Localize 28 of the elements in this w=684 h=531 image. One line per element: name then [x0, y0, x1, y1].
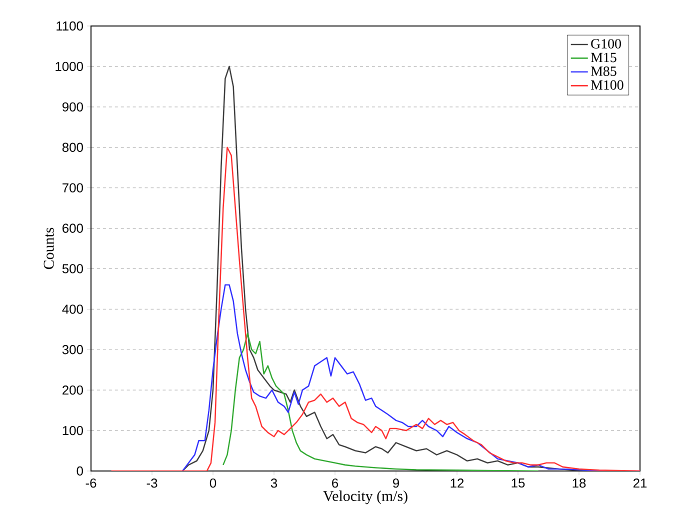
y-tick-label: 0 [76, 466, 83, 476]
y-tick-label: 600 [62, 224, 83, 233]
y-tick-label: 500 [62, 264, 83, 274]
x-tick-label: 9 [393, 478, 399, 488]
y-tick-label: 700 [62, 183, 83, 192]
y-tick-label: 800 [62, 142, 83, 152]
x-tick-label: 6 [332, 478, 338, 488]
y-tick-label: 300 [62, 345, 83, 354]
x-tick-label: 3 [270, 478, 278, 488]
x-tick-label: 21 [633, 478, 647, 488]
x-axis-title: Velocity (m/s) [323, 490, 408, 504]
legend-label: G100 [591, 39, 621, 48]
legend-label: M100 [590, 80, 624, 90]
x-tick-label: -3 [146, 478, 158, 488]
x-tick-label: -6 [86, 478, 96, 488]
x-tick-label: 0 [210, 478, 216, 488]
x-tick-label: 15 [512, 478, 525, 488]
y-tick-label: 400 [62, 304, 83, 314]
y-tick-label: 1000 [56, 62, 83, 72]
y-tick-label: 200 [62, 386, 83, 395]
x-tick-label: 18 [572, 478, 586, 488]
y-axis-title: Counts [44, 228, 54, 270]
y-tick-label: 1100 [56, 21, 83, 31]
y-tick-label: 100 [62, 426, 83, 436]
y-tick-label: 900 [62, 102, 83, 112]
x-tick-label: 12 [450, 478, 464, 488]
legend-label: M15 [590, 52, 616, 62]
legend-label: M85 [590, 66, 616, 76]
